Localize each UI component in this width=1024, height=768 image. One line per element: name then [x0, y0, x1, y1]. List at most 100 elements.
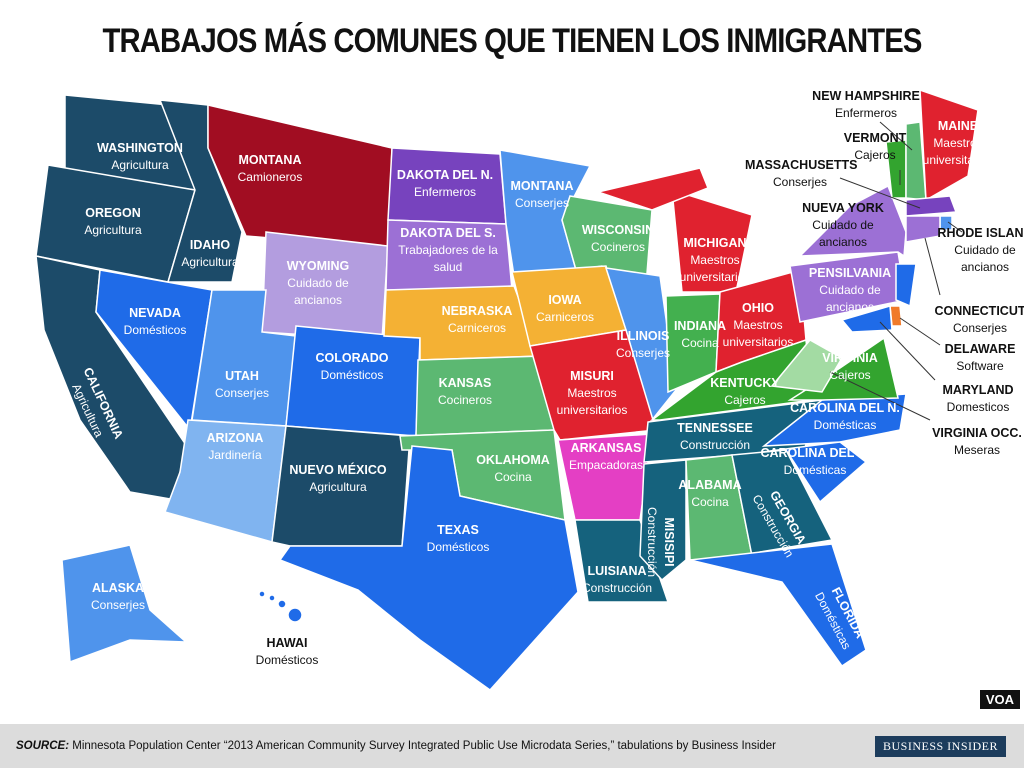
state-job: Agricultura [111, 158, 169, 172]
state-label: MONTANA Camioneros [215, 152, 325, 186]
state-label: KANSAS Cocineros [410, 375, 520, 409]
state-job: Domésticos [255, 653, 319, 667]
state [61, 544, 189, 664]
state-name: CAROLINA DEL S. [760, 446, 870, 460]
state-label: MAINE Maestros universitarios [903, 118, 1013, 169]
state [761, 441, 868, 504]
state-name: INDIANA [673, 319, 727, 333]
state-label: ARKANSAS Empacadoras [551, 440, 661, 474]
state-label: ILLINOIS Conserjes [588, 328, 698, 362]
state-job: Domésticos [123, 323, 187, 337]
state-job: Cocina [494, 470, 532, 484]
state-label: CONNECTICUT Conserjes [925, 303, 1024, 337]
state-name: OKLAHOMA [476, 453, 550, 467]
state-job: Meseras [953, 443, 1000, 457]
state-job: Cajeros [854, 148, 896, 162]
state-job: Cajeros [724, 393, 766, 407]
state-name: NUEVO MÉXICO [289, 463, 387, 477]
state-label: MASSACHUSETTS Conserjes [745, 157, 858, 191]
state-job: Domesticos [946, 400, 1010, 414]
state-name: UTAH [225, 369, 259, 383]
state-name: CAROLINA DEL N. [790, 401, 900, 415]
state-label: NEVADA Domésticos [100, 305, 210, 339]
state-job: Cuidado de ancianos [819, 283, 881, 314]
state-name: LUISIANA [587, 564, 647, 578]
state-job: Conserjes [772, 175, 828, 189]
state-name: ILLINOIS [616, 329, 670, 343]
state-name: ALABAMA [678, 478, 742, 492]
state-label: OREGON Agricultura [58, 205, 168, 239]
state [905, 195, 958, 217]
state-job: Domésticos [426, 540, 490, 554]
state [840, 305, 893, 333]
state-name: MONTANA [238, 153, 302, 167]
state-name: DELAWARE [944, 342, 1016, 356]
state-name: WASHINGTON [97, 141, 183, 155]
state-job: Cocineros [590, 240, 646, 254]
state [761, 393, 907, 447]
state-job: Cuidado de ancianos [812, 218, 874, 249]
state-name: ARKANSAS [570, 441, 642, 455]
state-job: Maestros universitarios [679, 253, 751, 284]
source-label: SOURCE: [16, 740, 70, 752]
state-label: DELAWARE Software [925, 341, 1024, 375]
state-label: DAKOTA DEL S. Trabajadores de la salud [393, 225, 503, 276]
state [770, 339, 844, 393]
state-label: DAKOTA DEL N. Enfermeros [390, 167, 500, 201]
state-job: Agricultura [181, 255, 239, 269]
watermark: VOA [979, 690, 1020, 709]
source: SOURCE: Minnesota Population Center “201… [16, 740, 776, 752]
state-label: TENNESSEE Construcción [660, 420, 770, 454]
state-job: Construcción [581, 581, 653, 595]
state-label: WISCONSIN Cocineros [563, 222, 673, 256]
state-label: UTAH Conserjes [187, 368, 297, 402]
state-job: Cocina [681, 336, 719, 350]
state-name: VIRGINIA OCC. [932, 426, 1022, 440]
state-job: Enfermeros [413, 185, 477, 199]
state-name: ALASKA [91, 581, 145, 595]
state-name: NEBRASKA [441, 304, 513, 318]
state-name: RHODE ISLAND [937, 226, 1024, 240]
state-job: Jardinería [208, 448, 262, 462]
state-job: Construcción [645, 506, 659, 578]
state-job: Cocina [691, 495, 729, 509]
state-name: NEVADA [129, 306, 181, 320]
state-name: VIRGINIA [822, 351, 878, 365]
state-name: ARIZONA [206, 431, 264, 445]
state-label: ALASKA Conserjes [63, 580, 173, 614]
state-name: VERMONT [843, 131, 907, 145]
state-label: NEW HAMPSHIRE Enfermeros [811, 88, 921, 122]
footer: SOURCE: Minnesota Population Center “201… [0, 724, 1024, 768]
state-job: Cocineros [437, 393, 493, 407]
state-label: WASHINGTON Agricultura [85, 140, 195, 174]
state-label: VIRGINIA OCC. Meseras [922, 425, 1024, 459]
state [689, 543, 867, 668]
state-name: PENSILVANIA [808, 266, 892, 280]
state-name: WISCONSIN [581, 223, 655, 237]
state [164, 419, 287, 543]
state-name: MASSACHUSETTS [745, 158, 858, 172]
logo: BUSINESS INSIDER [874, 736, 1006, 757]
state-label: TEXAS Domésticos [403, 522, 513, 556]
state-job: Carniceros [535, 310, 595, 324]
state-name: MARYLAND [942, 383, 1014, 397]
state-job: Domésticas [813, 418, 877, 432]
state-name: NEW HAMPSHIRE [812, 89, 920, 103]
state-job: Domésticas [783, 463, 847, 477]
state [895, 263, 917, 308]
state-name: NUEVA YORK [802, 201, 884, 215]
state-name: OREGON [85, 206, 141, 220]
state [919, 88, 979, 202]
state [258, 590, 303, 623]
title: TRABAJOS MÁS COMUNES QUE TIENEN LOS INMI… [102, 22, 923, 60]
state-label: CAROLINA DEL N. Domésticas [790, 400, 900, 434]
state-job: Trabajadores de la salud [398, 243, 498, 274]
state-label: KENTUCKY Cajeros [690, 375, 800, 409]
state [595, 167, 709, 211]
state-name: KENTUCKY [710, 376, 780, 390]
state-label: CAROLINA DEL S. Domésticas [760, 445, 870, 479]
state-name: MONTANA [510, 179, 574, 193]
state-label: INDIANA Cocina [645, 318, 755, 352]
source-text: Minnesota Population Center “2013 Americ… [72, 740, 777, 752]
